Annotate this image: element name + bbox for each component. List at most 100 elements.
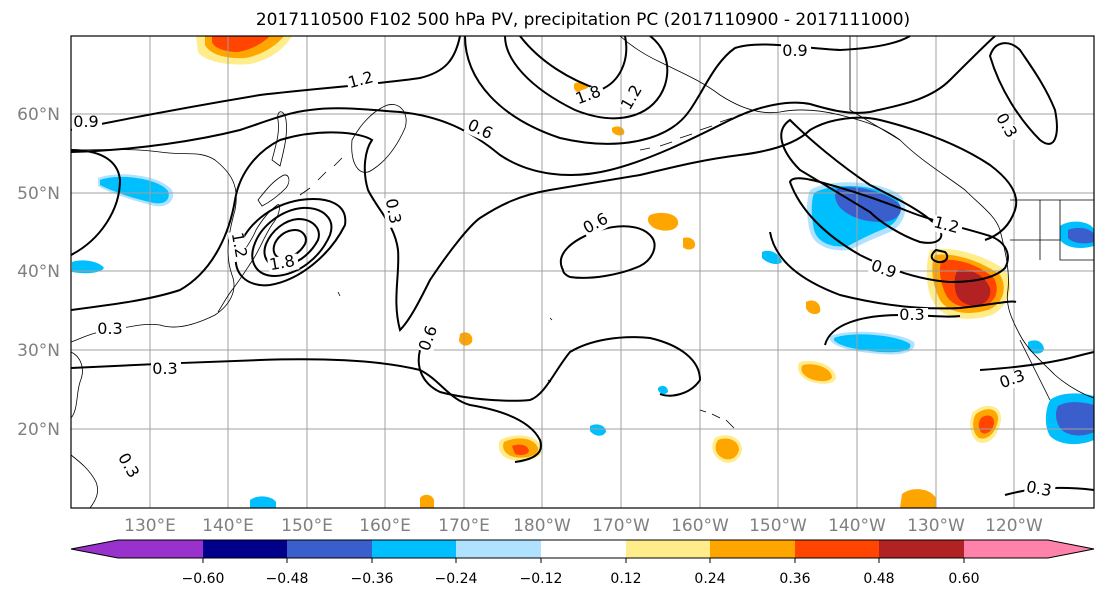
precip-negative-region — [72, 260, 104, 274]
lat-label: 50°N — [17, 184, 60, 204]
lon-label: 170°W — [592, 516, 650, 536]
contour-label: 1.2 — [228, 231, 251, 259]
alaska-canada-border — [849, 36, 901, 141]
pv-contour — [930, 248, 949, 264]
precip-positive-region — [801, 364, 832, 382]
contour-label: 0.3 — [382, 197, 405, 225]
pv-contour — [464, 35, 911, 145]
colorbar-segment — [287, 540, 372, 558]
colorbar-segment — [541, 540, 626, 558]
north-america-coastline — [999, 229, 1095, 399]
pv-contour — [70, 35, 461, 131]
lon-label: 150°E — [281, 516, 333, 536]
colorbar-over-triangle — [1048, 540, 1094, 558]
colorbar-tick-label: 0.12 — [610, 571, 641, 587]
asia-coastline — [70, 454, 98, 509]
pv-contour — [70, 116, 1018, 332]
kamchatka-coastline — [351, 104, 407, 173]
alaska-coastline — [619, 35, 1001, 231]
contour-label: 0.9 — [73, 112, 98, 131]
lat-label: 40°N — [17, 262, 60, 282]
precip-positive-region — [647, 212, 679, 231]
map-panel: 0.9 1.2 1.8 1.2 0.6 0.3 0.6 0.6 1.8 0.3 … — [70, 35, 1095, 509]
colorbar-segment — [203, 540, 287, 558]
pv-contours — [70, 35, 1095, 496]
precip-negative-region — [762, 250, 782, 265]
colorbar-segment — [710, 540, 795, 558]
lon-label: 150°W — [749, 516, 807, 536]
map-title: 2017110500 F102 500 hPa PV, precipitatio… — [256, 10, 910, 30]
precip-negative-region — [590, 424, 606, 436]
contour-label: 0.9 — [782, 41, 807, 60]
aleutian-islands — [639, 117, 733, 151]
lon-label: 160°W — [671, 516, 729, 536]
precip-positive-region — [683, 237, 696, 250]
contour-label: 0.3 — [899, 305, 924, 324]
lon-label: 130°W — [907, 516, 965, 536]
colorbar-segment — [879, 540, 964, 558]
map-frame — [70, 35, 1095, 509]
precip-negative-region — [250, 496, 276, 508]
colorbar-tick-label: −0.12 — [520, 571, 563, 587]
lon-label: 160°E — [359, 516, 411, 536]
lat-label: 20°N — [17, 420, 60, 440]
pv-contour — [504, 35, 669, 120]
precip-negative-region — [1055, 402, 1094, 436]
precip-negative-region — [835, 187, 901, 222]
contour-label: 1.8 — [268, 251, 296, 274]
colorbar-tick-label: −0.24 — [435, 571, 478, 587]
precip-positive-region — [806, 300, 821, 315]
baja-coastline — [1019, 339, 1051, 401]
sakhalin-coastline — [271, 111, 287, 167]
colorbar-tick-label: 0.48 — [863, 571, 894, 587]
colorbar-segment — [456, 540, 541, 558]
japan-coastline — [257, 174, 290, 207]
colorbar: −0.60 −0.48 −0.36 −0.24 −0.12 0.12 0.24 … — [70, 539, 1095, 587]
lon-label: 120°W — [985, 516, 1043, 536]
longitude-labels: 130°E 140°E 150°E 160°E 170°E 180°W 170°… — [124, 516, 1043, 536]
pv-contour — [417, 336, 702, 402]
lat-label: 30°N — [17, 341, 60, 361]
pv-contour — [251, 206, 333, 278]
colorbar-segment — [118, 540, 203, 558]
contour-label: 0.3 — [152, 359, 177, 378]
pv-contour — [70, 35, 996, 176]
graticule — [71, 36, 1094, 508]
precip-negative-region — [1068, 227, 1094, 244]
kuril-islands — [299, 157, 343, 196]
precip-positive-region — [212, 36, 270, 52]
precip-negative-region — [834, 334, 911, 353]
colorbar-tick-label: −0.36 — [351, 571, 394, 587]
colorbar-under-triangle — [71, 540, 118, 558]
precip-positive-region — [900, 489, 936, 508]
colorbar-ticks — [202, 558, 965, 563]
colorbar-tick-labels: −0.60 −0.48 −0.36 −0.24 −0.12 0.12 0.24 … — [182, 571, 980, 587]
colorbar-segment — [795, 540, 879, 558]
pv-contour — [788, 177, 1009, 284]
precip-negative-region — [658, 385, 668, 395]
lon-label: 140°W — [828, 516, 886, 536]
colorbar-segment — [964, 540, 1048, 558]
pv-contour — [769, 231, 1017, 310]
contour-label: 0.3 — [97, 319, 122, 338]
lon-label: 170°E — [438, 516, 490, 536]
precip-shading — [72, 36, 1094, 508]
contour-label: 0.3 — [1025, 477, 1053, 500]
colorbar-tick-label: −0.60 — [182, 571, 225, 587]
japan-coastline — [217, 204, 280, 313]
colorbar-tick-label: −0.48 — [266, 571, 309, 587]
precip-positive-region — [420, 494, 434, 508]
colorbar-tick-label: 0.24 — [694, 571, 725, 587]
lon-label: 180°W — [513, 516, 571, 536]
colorbar-tick-label: 0.60 — [948, 571, 979, 587]
colorbar-tick-label: 0.36 — [779, 571, 810, 587]
lon-label: 130°E — [124, 516, 176, 536]
pv-contour — [780, 118, 943, 244]
hawaii-islands — [699, 409, 735, 429]
colorbar-segment — [372, 540, 456, 558]
asia-coastline — [70, 351, 83, 419]
latitude-labels: 60°N 50°N 40°N 30°N 20°N — [17, 105, 60, 440]
pv-contour — [979, 351, 1095, 371]
pv-contour — [70, 149, 122, 256]
